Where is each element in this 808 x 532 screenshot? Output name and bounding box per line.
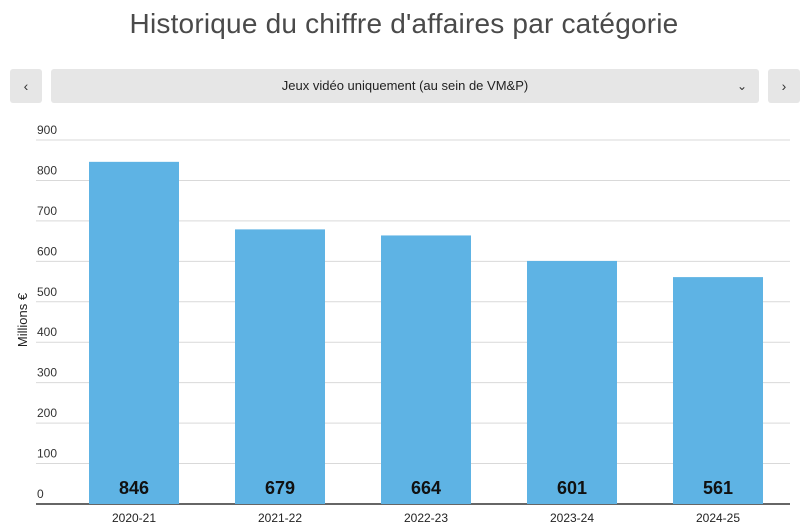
y-tick-label: 0 xyxy=(37,487,44,501)
bar-2023-24[interactable] xyxy=(527,260,617,504)
x-tick-label: 2024-25 xyxy=(696,511,740,525)
x-tick-label: 2021-22 xyxy=(258,511,302,525)
y-tick-label: 300 xyxy=(37,366,57,380)
y-tick-label: 200 xyxy=(37,406,57,420)
page-title: Historique du chiffre d'affaires par cat… xyxy=(129,8,679,39)
y-tick-label: 400 xyxy=(37,325,57,339)
x-tick-label: 2022-23 xyxy=(404,511,448,525)
next-category-button[interactable]: › xyxy=(768,69,800,103)
y-axis-label: Millions € xyxy=(15,292,30,347)
bar-2024-25[interactable] xyxy=(673,277,763,504)
chevron-left-icon: ‹ xyxy=(23,78,29,94)
y-tick-label: 500 xyxy=(37,285,57,299)
y-tick-label: 100 xyxy=(37,447,57,461)
category-select[interactable]: Jeux vidéo uniquement (au sein de VM&P) … xyxy=(51,69,759,103)
chevron-right-icon: › xyxy=(781,78,787,94)
bar-value-label: 664 xyxy=(411,478,441,498)
bar-value-label: 601 xyxy=(557,478,587,498)
bar-value-label: 846 xyxy=(119,478,149,498)
bar-value-label: 679 xyxy=(265,478,295,498)
chevron-down-icon: ⌄ xyxy=(736,79,747,93)
bar-value-label: 561 xyxy=(703,478,733,498)
bar-2020-21[interactable] xyxy=(89,161,179,504)
chart-bars xyxy=(89,161,763,505)
bar-2021-22[interactable] xyxy=(235,229,325,505)
previous-category-button[interactable]: ‹ xyxy=(10,69,42,103)
chart-value-labels: 846 679 664 601 561 xyxy=(119,478,733,498)
category-select-value: Jeux vidéo uniquement (au sein de VM&P) xyxy=(281,78,529,93)
bar-2022-23[interactable] xyxy=(381,235,471,504)
y-axis-ticks: 0 100 200 300 400 500 600 700 800 900 xyxy=(37,123,57,501)
x-axis-labels: 2020-21 2021-22 2022-23 2023-24 2024-25 xyxy=(112,511,740,525)
y-tick-label: 800 xyxy=(37,163,57,177)
y-tick-label: 700 xyxy=(37,204,57,218)
y-tick-label: 900 xyxy=(37,123,57,137)
x-tick-label: 2020-21 xyxy=(112,511,156,525)
y-tick-label: 600 xyxy=(37,244,57,258)
x-tick-label: 2023-24 xyxy=(550,511,594,525)
